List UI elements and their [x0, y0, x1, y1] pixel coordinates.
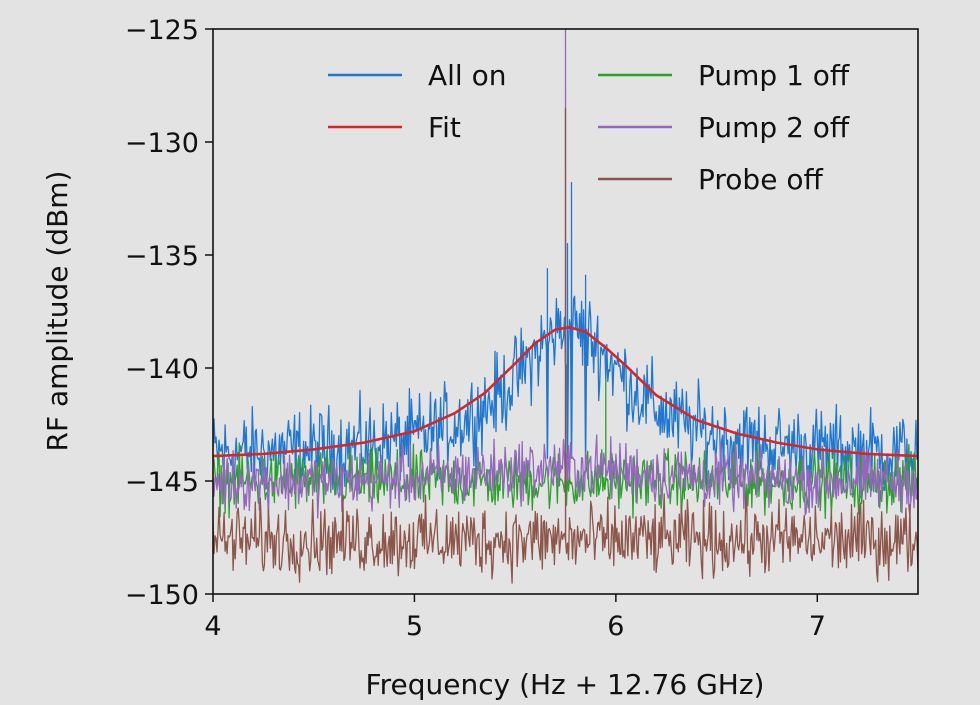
legend-label-pump-2-off: Pump 2 off	[698, 111, 850, 144]
series-line-all-on	[213, 182, 918, 502]
y-tick-label: −150	[125, 580, 199, 611]
y-tick-label: −130	[125, 128, 199, 159]
plot-frame	[212, 28, 919, 595]
series-layer	[213, 29, 918, 584]
y-tick-label: −145	[125, 467, 199, 498]
x-tick-label: 7	[809, 611, 826, 642]
legend-label-pump-1-off: Pump 1 off	[698, 59, 850, 92]
x-tick-label: 6	[607, 611, 624, 642]
x-tick-label: 5	[406, 611, 423, 642]
y-tick-label: −140	[125, 354, 199, 385]
series-line-probe-off	[213, 107, 918, 584]
series-line-fit	[213, 326, 918, 458]
legend-label-fit: Fit	[428, 111, 461, 144]
legend: All on Fit Pump 1 off Pump 2 off Probe off	[328, 59, 850, 196]
y-tick-label: −125	[125, 15, 199, 46]
legend-label-all-on: All on	[428, 59, 507, 92]
y-tick-label: −135	[125, 241, 199, 272]
x-axis-label: Frequency (Hz + 12.76 GHz)	[366, 668, 765, 701]
y-axis-label: RF amplitude (dBm)	[41, 171, 74, 452]
x-axis-ticks: 4 5 6 7	[204, 594, 826, 642]
y-axis-ticks: −150 −145 −140 −135 −130 −125	[125, 15, 213, 611]
x-tick-label: 4	[204, 611, 221, 642]
legend-label-probe-off: Probe off	[698, 163, 823, 196]
